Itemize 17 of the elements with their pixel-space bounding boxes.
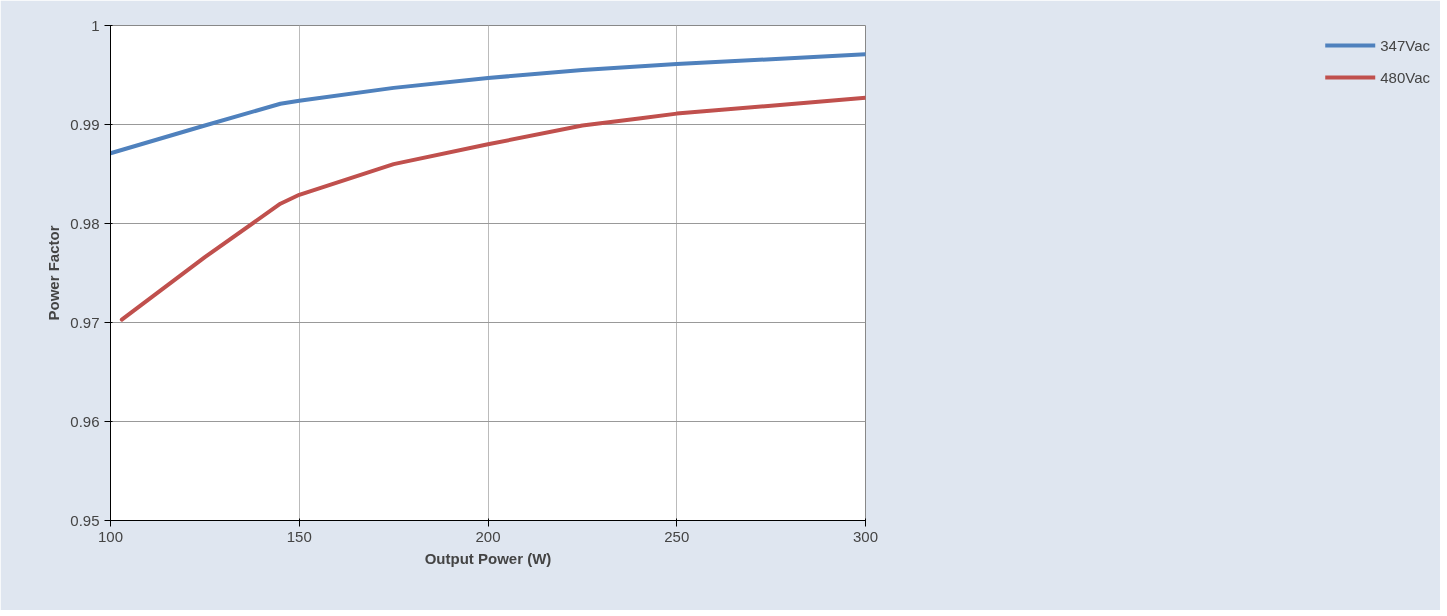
legend-label: 480Vac bbox=[1380, 68, 1430, 86]
y-tick-label: 0.95 bbox=[70, 511, 100, 529]
x-tick-label: 100 bbox=[97, 527, 124, 545]
x-tick-label: 200 bbox=[475, 527, 501, 545]
y-axis-title: Power Factor bbox=[45, 225, 63, 321]
legend-label: 347Vac bbox=[1380, 36, 1430, 54]
x-axis-title: Output Power (W) bbox=[424, 549, 552, 567]
x-tick-label: 300 bbox=[852, 527, 879, 545]
y-tick-label: 0.97 bbox=[70, 313, 100, 331]
y-tick-label: 0.98 bbox=[70, 214, 100, 232]
y-tick-label: 1 bbox=[91, 16, 100, 34]
y-tick-label: 0.99 bbox=[70, 115, 100, 133]
x-tick-label: 250 bbox=[664, 527, 690, 545]
y-tick-label: 0.96 bbox=[70, 412, 100, 430]
line-series bbox=[110, 52, 866, 156]
x-tick-label: 150 bbox=[286, 527, 312, 545]
line-series bbox=[119, 95, 866, 322]
